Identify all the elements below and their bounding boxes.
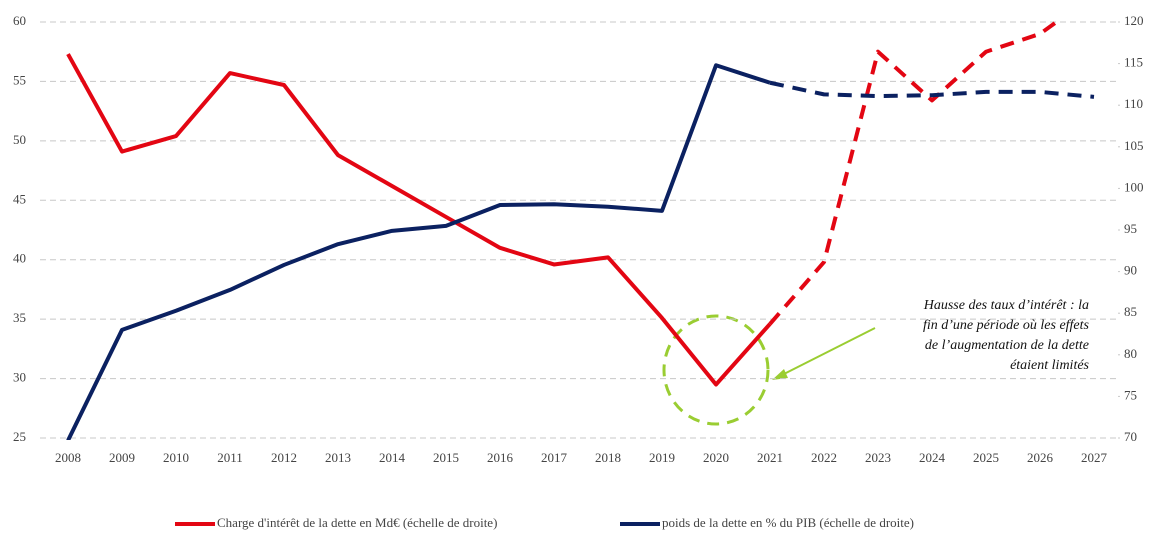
x-tick-label: 2014 [379, 450, 406, 465]
y-tick-label: 50 [13, 132, 26, 147]
y-tick-label: 45 [13, 191, 26, 206]
y-tick-label: 40 [13, 251, 26, 266]
y-tick-label: 60 [13, 13, 26, 28]
y-tick-label: 25 [13, 429, 26, 444]
x-tick-label: 2022 [811, 450, 837, 465]
x-tick-label: 2011 [217, 450, 243, 465]
y-tick-label: 30 [13, 370, 26, 385]
arrow [779, 327, 876, 377]
plot-area [66, 20, 1095, 440]
x-tick-label: 2026 [1027, 450, 1054, 465]
annotation: Hausse des taux d’intérêt : la [923, 298, 1089, 313]
y2-tick-label: 105 [1124, 138, 1144, 153]
x-tick-label: 2009 [109, 450, 135, 465]
x-tick-label: 2021 [757, 450, 783, 465]
legend-label: poids de la dette en % du PIB (échelle d… [662, 515, 914, 530]
y2-tick-label: 85 [1124, 304, 1137, 319]
x-tick-label: 2012 [271, 450, 297, 465]
line-series [768, 20, 1063, 326]
y-tick-label: 55 [13, 72, 26, 87]
y2-tick-label: 100 [1124, 179, 1144, 194]
y-tick-label: 35 [13, 310, 26, 325]
x-tick-label: 2008 [55, 450, 81, 465]
x-tick-label: 2027 [1081, 450, 1108, 465]
y2-tick-label: 90 [1124, 263, 1137, 278]
x-tick-label: 2019 [649, 450, 675, 465]
x-tick-label: 2010 [163, 450, 189, 465]
arrow-head [772, 369, 788, 380]
legend-label: Charge d'intérêt de la dette en Md€ (éch… [217, 515, 497, 530]
annotation: fin d’une période où les effets [923, 318, 1090, 333]
annotation: de l’augmentation de la dette [925, 338, 1089, 353]
y2-tick-label: 95 [1124, 221, 1137, 236]
x-tick-label: 2020 [703, 450, 729, 465]
y2-tick-label: 80 [1124, 346, 1137, 361]
x-tick-label: 2017 [541, 450, 568, 465]
x-tick-label: 2013 [325, 450, 351, 465]
line-series [769, 80, 1095, 99]
line-series [66, 63, 771, 440]
y2-tick-label: 75 [1124, 387, 1137, 402]
y2-tick-label: 110 [1124, 96, 1143, 111]
y2-tick-label: 120 [1124, 13, 1144, 28]
y2-tick-label: 70 [1124, 429, 1137, 444]
line-series [66, 53, 772, 387]
x-tick-label: 2024 [919, 450, 946, 465]
x-tick-label: 2015 [433, 450, 459, 465]
annotation: étaient limités [1010, 358, 1089, 373]
highlight-circle [662, 314, 770, 426]
x-tick-label: 2016 [487, 450, 514, 465]
x-tick-label: 2025 [973, 450, 999, 465]
y2-tick-label: 115 [1124, 55, 1143, 70]
x-tick-label: 2023 [865, 450, 891, 465]
x-tick-label: 2018 [595, 450, 621, 465]
